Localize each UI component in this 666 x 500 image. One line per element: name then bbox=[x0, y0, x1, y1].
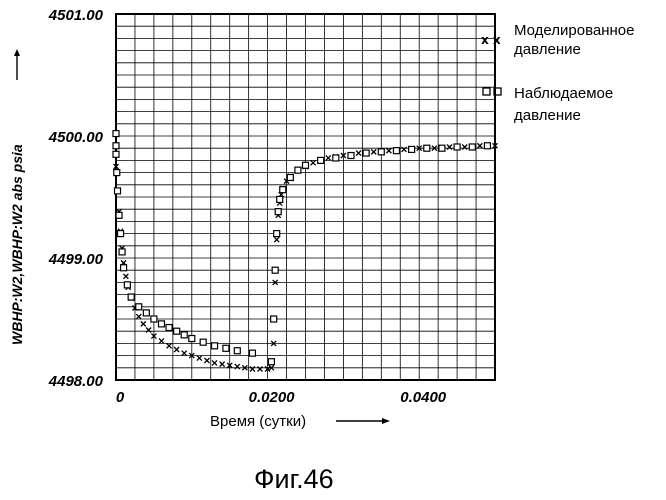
series-observed bbox=[113, 131, 490, 365]
figure-caption: Фиг.46 bbox=[254, 464, 334, 494]
data-point-square bbox=[287, 174, 293, 180]
x-tick-label: 0 bbox=[116, 389, 125, 406]
legend-label-simulated-2: давление bbox=[514, 41, 581, 58]
data-point-square bbox=[268, 359, 274, 365]
data-point-square bbox=[200, 339, 206, 345]
data-point-x bbox=[274, 237, 279, 242]
data-point-x bbox=[123, 274, 128, 279]
data-point-square bbox=[118, 231, 124, 237]
data-point-x bbox=[386, 148, 391, 153]
legend: x x Моделированное давление Наблюдаемое … bbox=[481, 22, 634, 124]
data-point-square bbox=[128, 294, 134, 300]
y-axis-arrowhead bbox=[14, 49, 20, 56]
data-point-square bbox=[333, 155, 339, 161]
data-point-x bbox=[250, 367, 255, 372]
x-tick-label: 0.0400 bbox=[400, 389, 447, 406]
data-point-x bbox=[136, 314, 141, 319]
data-point-square bbox=[409, 146, 415, 152]
legend-marker-x: x x bbox=[481, 33, 501, 47]
legend-label-observed-2: давление bbox=[514, 107, 581, 124]
y-tick-label: 4501.00 bbox=[48, 7, 104, 24]
data-point-x bbox=[159, 338, 164, 343]
data-point-square bbox=[424, 145, 430, 151]
data-point-x bbox=[204, 358, 209, 363]
data-point-square bbox=[484, 143, 490, 149]
grid bbox=[116, 14, 495, 380]
data-point-square bbox=[143, 310, 149, 316]
data-point-square bbox=[116, 212, 122, 218]
data-point-x bbox=[197, 356, 202, 361]
legend-item-observed: Наблюдаемое давление bbox=[483, 85, 613, 124]
data-point-x bbox=[141, 321, 146, 326]
data-point-square bbox=[113, 151, 119, 157]
data-point-square bbox=[166, 325, 172, 331]
data-point-x bbox=[447, 144, 452, 149]
data-point-square bbox=[174, 328, 180, 334]
data-point-square bbox=[277, 196, 283, 202]
data-point-x bbox=[146, 327, 151, 332]
data-point-square bbox=[271, 316, 277, 322]
data-point-square bbox=[158, 321, 164, 327]
data-point-x bbox=[258, 367, 263, 372]
data-point-square bbox=[223, 345, 229, 351]
data-point-square bbox=[113, 131, 119, 137]
data-point-x bbox=[371, 149, 376, 154]
data-point-square bbox=[280, 187, 286, 193]
y-tick-label: 4499.00 bbox=[48, 251, 104, 268]
data-point-x bbox=[220, 362, 225, 367]
data-point-square bbox=[275, 209, 281, 215]
data-point-x bbox=[235, 364, 240, 369]
data-point-square bbox=[303, 162, 309, 168]
data-point-square bbox=[363, 150, 369, 156]
x-tick-label: 0.0200 bbox=[249, 389, 296, 406]
data-point-x bbox=[311, 160, 316, 165]
data-point-square bbox=[114, 170, 120, 176]
legend-item-simulated: x x Моделированное давление bbox=[481, 22, 634, 58]
data-point-x bbox=[167, 343, 172, 348]
data-point-square bbox=[295, 167, 301, 173]
data-point-x bbox=[356, 151, 361, 156]
data-point-square bbox=[348, 153, 354, 159]
data-point-x bbox=[174, 347, 179, 352]
data-point-x bbox=[182, 351, 187, 356]
data-point-square bbox=[119, 249, 125, 255]
tick-labels: 4498.00 4499.00 4500.00 4501.00 0 0.0200 0.040… bbox=[48, 7, 447, 406]
data-point-x bbox=[212, 360, 217, 365]
data-point-square bbox=[124, 282, 130, 288]
x-axis-arrowhead bbox=[382, 418, 390, 424]
data-point-square bbox=[393, 148, 399, 154]
data-point-square bbox=[272, 267, 278, 273]
data-point-square bbox=[318, 157, 324, 163]
data-point-square bbox=[249, 350, 255, 356]
legend-label-simulated-1: Моделированное bbox=[514, 22, 634, 39]
data-point-square bbox=[234, 348, 240, 354]
y-axis-label: WBHP:W2,WBHP:W2 abs psia bbox=[9, 144, 25, 345]
data-point-square bbox=[113, 143, 119, 149]
data-point-square bbox=[115, 188, 121, 194]
data-point-square bbox=[136, 304, 142, 310]
legend-marker-square-1 bbox=[483, 88, 490, 95]
y-axis-label-group: WBHP:W2,WBHP:W2 abs psia bbox=[9, 49, 25, 345]
legend-label-observed-1: Наблюдаемое bbox=[514, 85, 613, 102]
data-point-square bbox=[212, 343, 218, 349]
y-tick-label: 4498.00 bbox=[48, 373, 104, 390]
data-point-square bbox=[121, 265, 127, 271]
x-axis-label: Время (сутки) bbox=[210, 413, 306, 430]
data-point-x bbox=[402, 147, 407, 152]
data-point-square bbox=[274, 231, 280, 237]
data-point-x bbox=[477, 143, 482, 148]
data-point-square bbox=[439, 145, 445, 151]
data-point-x bbox=[462, 144, 467, 149]
y-tick-label: 4500.00 bbox=[48, 129, 104, 146]
data-point-square bbox=[469, 144, 475, 150]
data-point-square bbox=[189, 336, 195, 342]
data-point-square bbox=[378, 149, 384, 155]
data-point-x bbox=[326, 155, 331, 160]
data-point-square bbox=[181, 332, 187, 338]
data-point-square bbox=[151, 316, 157, 322]
data-point-square bbox=[454, 144, 460, 150]
